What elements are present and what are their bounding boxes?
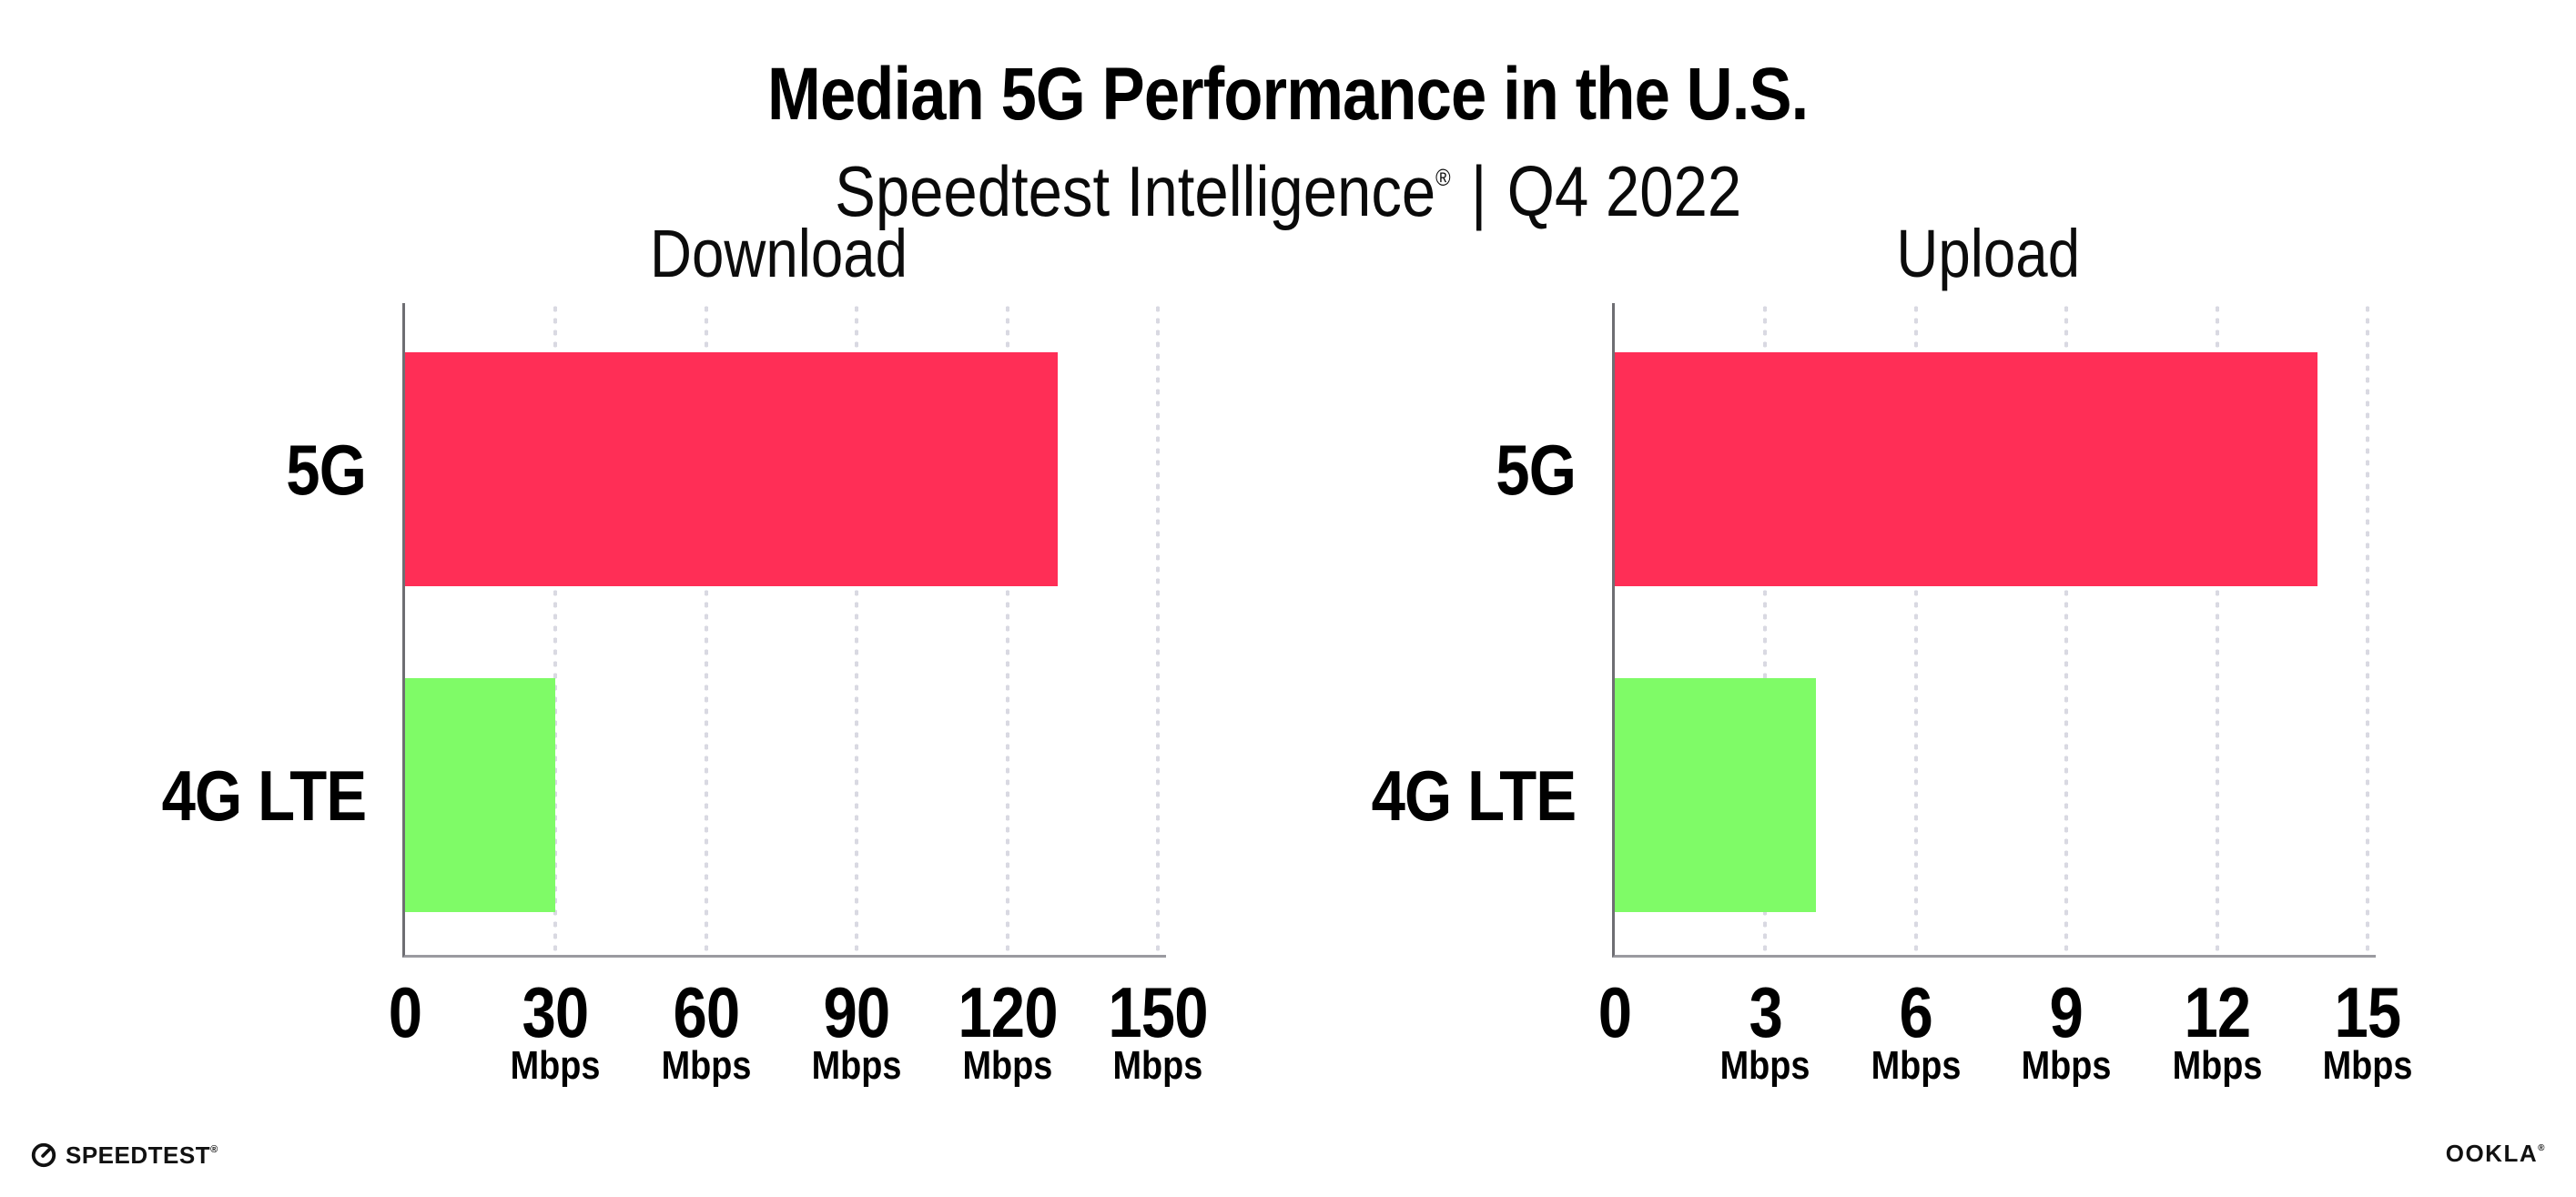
- x-tick-unit-label: Mbps: [2322, 1043, 2413, 1088]
- bar-4g-lte: [405, 678, 556, 912]
- x-tick-unit-label: Mbps: [811, 1043, 902, 1088]
- x-tick-unit-label: Mbps: [962, 1043, 1052, 1088]
- gridline-9: [2064, 303, 2069, 955]
- x-tick-3: 3 Mbps: [1713, 977, 1818, 1086]
- bar-5g: [1615, 352, 2317, 586]
- upload-chart: Upload 5G 4G LTE 0 3 Mbps 6 Mbps 9 Mbps 12 Mbps 15…: [1371, 0, 2431, 1197]
- gridline-60: [704, 303, 708, 955]
- bar-4g-lte: [1615, 678, 1816, 912]
- x-tick-unit-label: Mbps: [661, 1043, 752, 1088]
- speedtest-wordmark: SPEEDTEST®: [66, 1141, 218, 1169]
- subtitle-period: Q4 2022: [1506, 150, 1742, 231]
- gridline-150: [1156, 303, 1160, 955]
- x-tick-0: 0: [1597, 972, 1632, 1052]
- category-label-5g: 5G: [1496, 429, 1577, 510]
- upload-plot-area: [1612, 303, 2376, 958]
- speedometer-gauge-icon: [30, 1141, 57, 1169]
- gridline-12: [2215, 303, 2219, 955]
- download-x-axis-ticks: 0 30 Mbps 60 Mbps 90 Mbps 120 Mbps 150 Mbps: [389, 977, 1209, 1141]
- speedtest-logo: SPEEDTEST®: [30, 1135, 218, 1175]
- page-title: Median 5G Performance in the U.S.: [767, 52, 1809, 136]
- x-tick-unit-label: Mbps: [510, 1043, 601, 1088]
- x-tick-9: 9 Mbps: [2014, 977, 2119, 1086]
- bar-5g: [405, 352, 1058, 586]
- gridline-30: [553, 303, 558, 955]
- gridline-90: [855, 303, 859, 955]
- gridline-15: [2366, 303, 2369, 955]
- x-tick-90: 90 Mbps: [805, 977, 909, 1086]
- category-label-4g-lte: 4G LTE: [1371, 755, 1577, 836]
- x-tick-6: 6 Mbps: [1863, 977, 1968, 1086]
- gridline-3: [1763, 303, 1768, 955]
- download-plot-area: [402, 303, 1166, 958]
- x-tick-unit-label: Mbps: [2021, 1043, 2112, 1088]
- x-tick-unit-label: Mbps: [1719, 1043, 1810, 1088]
- x-tick-150: 150 Mbps: [1100, 977, 1215, 1086]
- subtitle-brand: Speedtest Intelligence: [834, 150, 1436, 231]
- page-subtitle: Speedtest Intelligence® | Q4 2022: [0, 156, 2576, 227]
- x-tick-unit-label: Mbps: [1112, 1043, 1203, 1088]
- ookla-logo: OOKLA®: [2445, 1140, 2546, 1167]
- gridline-6: [1913, 303, 1918, 955]
- ookla-trademark: ®: [2538, 1143, 2546, 1154]
- category-label-4g-lte: 4G LTE: [161, 755, 367, 836]
- download-chart-title: Download: [649, 216, 908, 291]
- gridline-120: [1005, 303, 1009, 955]
- registered-mark: ®: [1435, 163, 1451, 191]
- x-tick-unit-label: Mbps: [2172, 1043, 2262, 1088]
- download-chart: Download 5G 4G LTE 0 30 Mbps 60 Mbps 90 Mbps 120…: [161, 0, 1222, 1197]
- upload-x-axis-ticks: 0 3 Mbps 6 Mbps 9 Mbps 12 Mbps 15 Mbps: [1598, 977, 2413, 1141]
- x-tick-12: 12 Mbps: [2165, 977, 2269, 1086]
- x-tick-0: 0: [388, 972, 422, 1052]
- category-label-5g: 5G: [286, 429, 367, 510]
- x-tick-15: 15 Mbps: [2316, 977, 2420, 1086]
- x-tick-30: 30 Mbps: [503, 977, 608, 1086]
- x-tick-120: 120 Mbps: [949, 977, 1065, 1086]
- x-tick-unit-label: Mbps: [1871, 1043, 1962, 1088]
- upload-chart-title: Upload: [1896, 216, 2081, 291]
- speedtest-trademark: ®: [210, 1143, 218, 1155]
- subtitle-separator: |: [1470, 150, 1487, 231]
- x-tick-60: 60 Mbps: [654, 977, 758, 1086]
